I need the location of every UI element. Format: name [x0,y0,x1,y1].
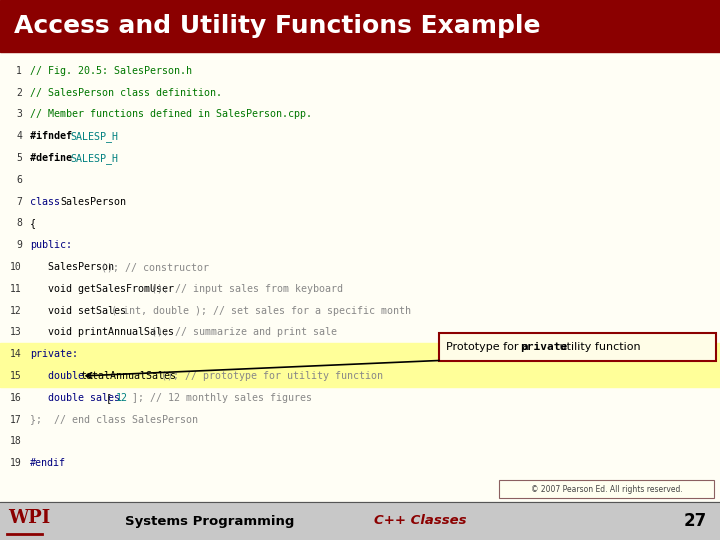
Text: 15: 15 [10,371,22,381]
Bar [0,502,720,540]
Bar [0,365,720,387]
Text: 8: 8 [16,218,22,228]
Text: double: double [30,371,90,381]
Text: private:: private: [30,349,78,359]
Text: #endif: #endif [30,458,66,468]
Text: private: private [520,342,567,353]
Text: Systems Programming: Systems Programming [125,515,294,528]
Text: // Member functions defined in SalesPerson.cpp.: // Member functions defined in SalesPers… [30,110,312,119]
Text: © 2007 Pearson Ed. All rights reserved.: © 2007 Pearson Ed. All rights reserved. [531,484,683,494]
Text: void setSales: void setSales [30,306,126,315]
Text: 2: 2 [16,87,22,98]
Text: totalAnnualSales: totalAnnualSales [81,371,176,381]
Text: 18: 18 [10,436,22,447]
Text: utility function: utility function [557,342,641,353]
Text: 11: 11 [10,284,22,294]
Text: 4: 4 [16,131,22,141]
Text: 5: 5 [16,153,22,163]
Text: (); // summarize and print sale: (); // summarize and print sale [151,327,337,338]
Text: ]; // 12 monthly sales figures: ]; // 12 monthly sales figures [126,393,312,403]
FancyBboxPatch shape [439,333,716,361]
Text: SalesPerson: SalesPerson [60,197,126,207]
Text: {: { [30,218,36,228]
Text: ( int, double ); // set sales for a specific month: ( int, double ); // set sales for a spec… [111,306,411,315]
Text: };  // end class SalesPerson: }; // end class SalesPerson [30,415,198,424]
Text: [: [ [106,393,118,403]
Text: // Fig. 20.5: SalesPerson.h: // Fig. 20.5: SalesPerson.h [30,66,192,76]
Text: (); // input sales from keyboard: (); // input sales from keyboard [151,284,343,294]
Text: public:: public: [30,240,72,250]
Text: SalesPerson: SalesPerson [30,262,114,272]
Text: SALESP_H: SALESP_H [71,153,118,164]
Text: 3: 3 [16,110,22,119]
Text: 19: 19 [10,458,22,468]
Bar [0,343,720,365]
Text: 1: 1 [16,66,22,76]
Text: 12: 12 [10,306,22,315]
Text: 7: 7 [16,197,22,207]
Text: void printAnnualSales: void printAnnualSales [30,327,174,338]
Bar [0,52,720,502]
Text: 9: 9 [16,240,22,250]
Text: 10: 10 [10,262,22,272]
Text: C++ Classes: C++ Classes [374,515,467,528]
Text: (); // prototype for utility function: (); // prototype for utility function [161,371,383,381]
Text: 16: 16 [10,393,22,403]
Text: Access and Utility Functions Example: Access and Utility Functions Example [14,14,541,38]
Text: void getSalesFromUser: void getSalesFromUser [30,284,174,294]
Text: 12: 12 [116,393,128,403]
Text: WPI: WPI [8,509,50,527]
Text: double sales: double sales [30,393,120,403]
Text: (); // constructor: (); // constructor [101,262,209,272]
Bar [0,0,720,52]
Text: // SalesPerson class definition.: // SalesPerson class definition. [30,87,222,98]
Text: 6: 6 [16,175,22,185]
Text: 17: 17 [10,415,22,424]
Text: class: class [30,197,66,207]
Text: Prototype for a: Prototype for a [446,342,532,353]
Text: SALESP_H: SALESP_H [71,131,118,141]
Text: 14: 14 [10,349,22,359]
Text: 13: 13 [10,327,22,338]
Text: #define: #define [30,153,78,163]
Text: 27: 27 [683,512,706,530]
Bar [499,480,714,498]
Text: #ifndef: #ifndef [30,131,78,141]
